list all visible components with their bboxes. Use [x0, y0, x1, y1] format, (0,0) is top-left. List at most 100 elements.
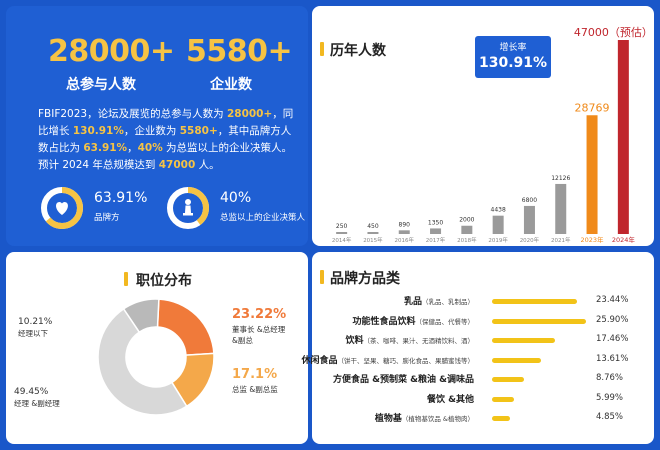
- category-main-label: 饮料: [345, 336, 364, 346]
- desc-text: ，同比增长: [38, 108, 294, 137]
- yearly-bar-chart: 250 2014年 450 2015年 890 2016年 1350 2017年 2000 201…: [332, 26, 653, 244]
- desc-text: FBIF2023，论坛及展览的总参与人数为: [38, 108, 227, 120]
- slice-name-label: 经理以下: [18, 328, 48, 338]
- brand-panel: 品牌方品类 乳品（乳品、乳制品） 23.44% 功能性食品饮料（保健品、代餐等） 25…: [301, 252, 654, 444]
- category-sub-label: （茶、咖啡、果汁、无酒精饮料、酒）: [363, 337, 475, 345]
- category-sub-label: （乳品、乳制品）: [422, 298, 474, 306]
- position-title: 职位分布: [136, 273, 192, 289]
- category-bar: [492, 416, 510, 421]
- bar-2017年: [430, 228, 442, 234]
- category-sub-label: （植物基饮品 &植物肉）: [401, 415, 474, 423]
- companies-value: 5580+: [186, 34, 293, 69]
- desc-text: 为总监以上的企业决策人。 预计 2024 年总规模达到: [38, 142, 293, 171]
- x-tick-label: 2016年: [395, 236, 415, 244]
- director-ratio-ring: [167, 187, 209, 229]
- x-tick-label: 2024年: [612, 235, 636, 244]
- slice-name-label: 经理 &副经理: [14, 398, 60, 408]
- position-panel: 职位分布 23.22% 董事长 &总经理&副总 17.1% 总监 &副总监 49.45%…: [6, 252, 308, 444]
- desc-text: 人。: [195, 159, 220, 171]
- category-value-label: 17.46%: [596, 334, 629, 344]
- ring-progress: [167, 187, 209, 229]
- bar-2016年: [398, 230, 410, 234]
- category-label: 饮料（茶、咖啡、果汁、无酒精饮料、酒）: [345, 333, 474, 346]
- category-bar: [492, 299, 578, 304]
- bar-value-label: 47000（预估）: [574, 26, 653, 39]
- slice-value-label: 17.1%: [232, 367, 277, 382]
- title-accent: [320, 42, 324, 56]
- category-main-label: 功能性食品饮料: [352, 316, 416, 327]
- slice-value-label: 49.45%: [14, 387, 49, 397]
- desc-highlight: 47000: [158, 159, 196, 171]
- category-value-label: 5.99%: [596, 392, 624, 403]
- bar-value-label: 450: [367, 223, 379, 230]
- bar-2021年: [555, 183, 567, 234]
- bar-2014年: [336, 232, 348, 234]
- category-value-label: 25.90%: [596, 314, 629, 325]
- stat2-label: 总监以上的企业决策人: [220, 213, 306, 223]
- heart-icon: [56, 202, 68, 215]
- category-main-label: 植物基: [374, 414, 402, 424]
- category-sub-label: （保健品、代餐等）: [415, 317, 475, 326]
- category-bar: [492, 396, 514, 402]
- desc-highlight: 40%: [137, 142, 163, 154]
- category-bar: [492, 377, 524, 382]
- bar-2023年: [586, 115, 598, 234]
- bar-value-label: 2000: [459, 217, 474, 224]
- stat1-value: 63.91%: [94, 190, 148, 206]
- donut-slice: [97, 307, 188, 416]
- stat2-value: 40%: [220, 190, 252, 206]
- category-sub-label: （饼干、坚果、糖巧、膨化食品、果脯蜜饯等）: [337, 356, 475, 365]
- category-label: 乳品（乳品、乳制品）: [404, 294, 474, 307]
- brand-ratio-ring: [41, 187, 83, 229]
- slice-value-label: 23.22%: [232, 307, 286, 322]
- x-tick-label: 2021年: [551, 236, 571, 244]
- summary-panel: 28000+ 总参与人数 5580+ 企业数 FBIF2023，论坛及展览的总参…: [6, 6, 308, 246]
- growth-label: 增长率: [499, 43, 527, 53]
- x-tick-label: 2023年: [581, 235, 605, 244]
- title-accent: [124, 272, 128, 286]
- category-label: 休闲食品（饼干、坚果、糖巧、膨化食品、果脯蜜饯等）: [301, 353, 474, 366]
- desc-highlight: 5580+: [179, 125, 218, 137]
- slice-name-label: 董事长 &总经理&副总: [232, 324, 286, 345]
- participants-value: 28000+: [48, 34, 175, 69]
- bar-value-label: 250: [336, 223, 348, 230]
- growth-value: 130.91%: [478, 55, 548, 71]
- category-main-label: 乳品: [403, 297, 422, 307]
- x-tick-label: 2015年: [363, 236, 383, 244]
- chess-pawn-icon: [183, 199, 193, 216]
- yearly-title: 历年人数: [330, 43, 386, 59]
- desc-text: ，: [127, 142, 138, 154]
- desc-highlight: 63.91%: [83, 142, 128, 154]
- bar-value-label: 6800: [522, 197, 537, 204]
- bar-value-label: 890: [399, 221, 411, 228]
- category-bar: [492, 318, 586, 324]
- category-main-label: 方便食品 &预制菜 &粮油 &调味品: [333, 375, 474, 385]
- ring-progress: [41, 187, 83, 229]
- desc-highlight: 28000+: [226, 108, 273, 120]
- bar-2024年: [617, 40, 629, 234]
- bar-2015年: [367, 232, 379, 234]
- brand-title: 品牌方品类: [330, 271, 400, 287]
- category-bar: [492, 357, 542, 363]
- position-donut-chart: 23.22% 董事长 &总经理&副总 17.1% 总监 &副总监 49.45%经理 &副…: [14, 298, 286, 416]
- companies-label: 企业数: [210, 77, 252, 93]
- category-value-label: 8.76%: [596, 373, 624, 383]
- category-label: 餐饮 &其他: [427, 392, 474, 405]
- category-bar: [492, 338, 556, 343]
- title-accent: [320, 270, 324, 284]
- stat1-label: 品牌方: [94, 213, 120, 223]
- category-value-label: 4.85%: [596, 412, 624, 422]
- yearly-panel: 历年人数 250 2014年 450 2015年 890 2016年 1350 2017年 20…: [312, 6, 654, 246]
- x-tick-label: 2019年: [488, 236, 508, 244]
- category-value-label: 23.44%: [596, 295, 629, 305]
- x-tick-label: 2017年: [426, 236, 446, 244]
- donut-slice: [122, 298, 160, 334]
- bar-2018年: [461, 225, 473, 234]
- bar-2020年: [523, 205, 535, 234]
- category-main-label: 休闲食品: [301, 355, 338, 366]
- summary-description: FBIF2023，论坛及展览的总参与人数为 28000+，同比增长 130.91…: [38, 106, 296, 174]
- x-tick-label: 2014年: [332, 236, 352, 244]
- growth-callout: 增长率 130.91%: [475, 36, 551, 78]
- bar-value-label: 28769: [575, 101, 610, 114]
- bar-2019年: [492, 215, 504, 234]
